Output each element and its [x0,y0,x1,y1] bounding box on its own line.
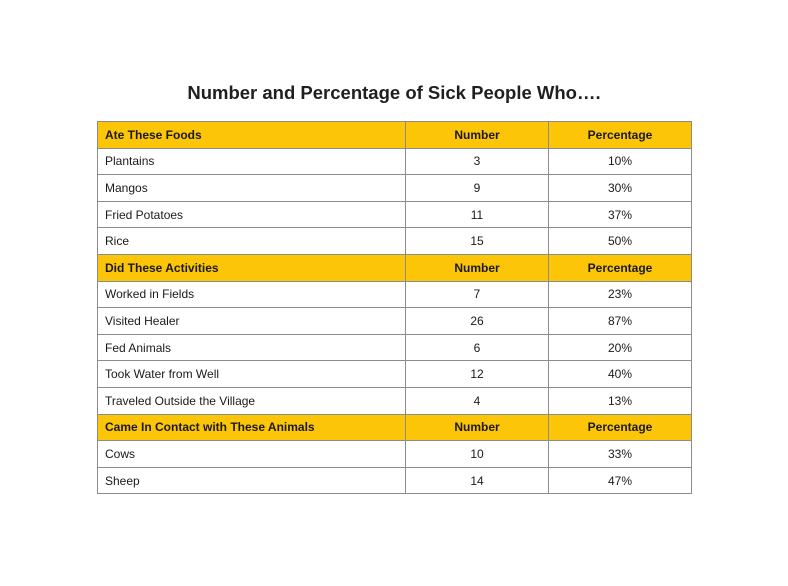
row-percentage-cell: 37% [548,200,692,229]
row-percentage-cell: 13% [548,386,692,415]
row-percentage-cell: 87% [548,307,692,335]
table-row: Fried Potatoes 11 37% [97,200,692,229]
row-percentage-cell: 30% [548,174,692,202]
header-number-cell: Number [405,121,549,149]
header-number-cell: Number [405,413,549,442]
row-label-cell: Cows [97,440,406,468]
section-header-foods: Ate These Foods Number Percentage [97,121,692,149]
row-percentage-cell: 20% [548,333,692,362]
table-row: Mangos 9 30% [97,174,692,202]
header-percentage-cell: Percentage [548,253,692,282]
row-label-cell: Plantains [97,147,406,176]
header-category-cell: Came In Contact with These Animals [97,413,406,442]
row-number-cell: 14 [405,466,549,495]
header-percentage-cell: Percentage [548,413,692,442]
table-row: Fed Animals 6 20% [97,333,692,362]
section-header-animals: Came In Contact with These Animals Numbe… [97,413,692,442]
header-percentage-cell: Percentage [548,121,692,149]
row-number-cell: 12 [405,360,549,388]
row-label-cell: Visited Healer [97,307,406,335]
table-row: Worked in Fields 7 23% [97,280,692,309]
row-percentage-cell: 23% [548,280,692,309]
row-number-cell: 26 [405,307,549,335]
table-row: Visited Healer 26 87% [97,307,692,335]
page-title: Number and Percentage of Sick People Who… [187,82,601,103]
header-category-cell: Did These Activities [97,253,406,282]
table-row: Plantains 3 10% [97,147,692,176]
row-number-cell: 3 [405,147,549,176]
row-label-cell: Worked in Fields [97,280,406,309]
row-label-cell: Took Water from Well [97,360,406,388]
header-category-cell: Ate These Foods [97,121,406,149]
row-label-cell: Traveled Outside the Village [97,386,406,415]
sick-people-table: Ate These Foods Number Percentage Planta… [97,121,692,495]
row-label-cell: Rice [97,227,406,255]
row-percentage-cell: 47% [548,466,692,495]
header-number-cell: Number [405,253,549,282]
table-row: Took Water from Well 12 40% [97,360,692,388]
row-label-cell: Sheep [97,466,406,495]
table-row: Cows 10 33% [97,440,692,468]
row-percentage-cell: 33% [548,440,692,468]
table-row: Sheep 14 47% [97,466,692,495]
row-label-cell: Mangos [97,174,406,202]
row-number-cell: 11 [405,200,549,229]
row-label-cell: Fried Potatoes [97,200,406,229]
table-row: Traveled Outside the Village 4 13% [97,386,692,415]
row-percentage-cell: 40% [548,360,692,388]
row-number-cell: 6 [405,333,549,362]
table-row: Rice 15 50% [97,227,692,255]
row-number-cell: 9 [405,174,549,202]
row-number-cell: 4 [405,386,549,415]
row-number-cell: 10 [405,440,549,468]
row-percentage-cell: 10% [548,147,692,176]
row-percentage-cell: 50% [548,227,692,255]
section-header-activities: Did These Activities Number Percentage [97,253,692,282]
row-number-cell: 7 [405,280,549,309]
row-label-cell: Fed Animals [97,333,406,362]
row-number-cell: 15 [405,227,549,255]
